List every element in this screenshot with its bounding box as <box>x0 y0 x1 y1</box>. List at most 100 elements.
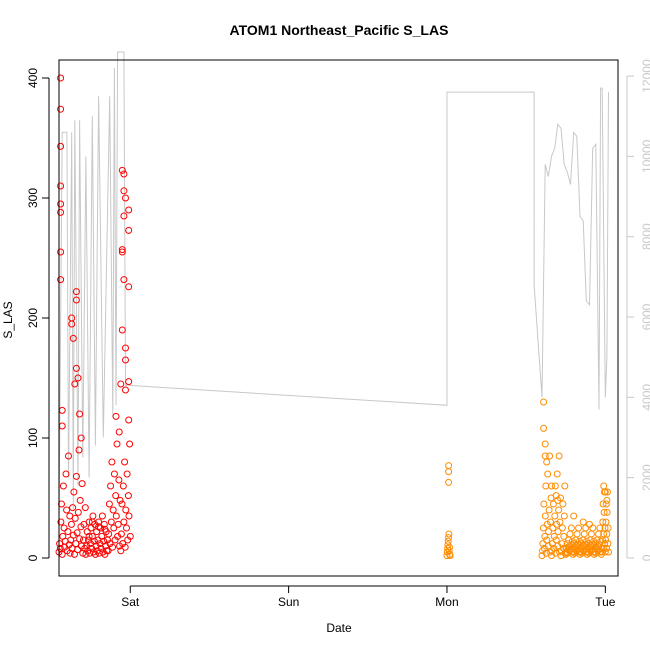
data-point <box>602 500 610 508</box>
data-point <box>90 537 98 545</box>
data-point <box>71 550 78 558</box>
chart-title: ATOM1 Northeast_Pacific S_LAS <box>230 22 449 38</box>
data-point <box>600 482 608 490</box>
data-point <box>94 536 102 544</box>
data-point <box>98 512 106 520</box>
data-point <box>126 440 134 448</box>
data-point <box>545 528 553 536</box>
data-point <box>122 344 129 352</box>
data-point <box>85 518 93 526</box>
data-point <box>540 424 548 432</box>
data-point <box>115 428 123 436</box>
data-point <box>125 206 133 214</box>
data-point <box>120 170 128 178</box>
data-point <box>96 540 104 548</box>
data-point <box>76 410 84 418</box>
data-point <box>552 536 560 544</box>
data-point <box>63 506 71 514</box>
data-point <box>57 518 65 526</box>
data-point <box>68 320 76 328</box>
data-point <box>121 543 129 551</box>
data-point <box>100 537 108 545</box>
data-point <box>541 532 549 540</box>
data-point <box>57 142 65 150</box>
data-point <box>605 548 612 556</box>
data-point <box>604 488 611 496</box>
data-point <box>108 458 116 466</box>
data-point <box>110 470 118 478</box>
data-point <box>118 166 126 174</box>
data-point <box>596 524 604 532</box>
axes-layer: 0100200300400020004000600080001000012000… <box>26 59 650 609</box>
data-point <box>567 524 575 532</box>
x-tick-label: Mon <box>435 595 458 609</box>
y2-tick-label: 2000 <box>640 464 650 491</box>
data-point <box>72 540 80 548</box>
data-point <box>122 386 129 394</box>
data-point <box>541 452 549 460</box>
data-point <box>118 326 126 334</box>
data-point <box>602 518 610 526</box>
data-point <box>78 480 86 488</box>
data-point <box>545 506 553 514</box>
secondary-series-line <box>58 51 609 526</box>
data-point <box>117 530 125 538</box>
data-point <box>445 534 453 542</box>
data-point <box>540 398 548 406</box>
data-point <box>549 500 557 508</box>
data-point <box>120 187 128 195</box>
data-point <box>575 524 583 532</box>
data-point <box>573 530 581 538</box>
data-point <box>552 492 560 500</box>
data-point <box>125 226 133 234</box>
data-point <box>125 378 133 386</box>
y-tick-label: 400 <box>26 68 40 88</box>
y2-tick-label: 12000 <box>640 59 650 93</box>
data-point <box>75 446 83 454</box>
y-tick-label: 0 <box>26 554 40 561</box>
data-point <box>580 530 588 538</box>
data-point <box>112 512 120 520</box>
data-point <box>76 535 84 543</box>
y2-tick-label: 8000 <box>640 223 650 250</box>
data-point <box>547 518 554 526</box>
data-point <box>100 520 108 528</box>
y-tick-label: 200 <box>26 308 40 328</box>
data-point <box>118 246 126 254</box>
y-tick-label: 100 <box>26 428 40 448</box>
data-point <box>120 518 128 526</box>
y2-tick-label: 10000 <box>640 139 650 173</box>
data-point <box>104 547 112 555</box>
plot-frame <box>58 59 619 577</box>
data-point <box>550 544 558 552</box>
data-point <box>122 194 129 202</box>
data-point <box>117 547 125 555</box>
data-point <box>109 543 116 551</box>
data-point <box>86 540 94 548</box>
data-point <box>123 470 131 478</box>
data-point <box>123 524 130 532</box>
data-point <box>601 548 609 556</box>
data-point <box>603 508 611 516</box>
data-point <box>599 544 607 552</box>
data-point <box>586 520 593 528</box>
data-point <box>105 530 113 538</box>
data-point <box>126 532 134 540</box>
data-point <box>603 544 611 552</box>
data-point <box>122 506 130 514</box>
data-point <box>57 74 65 82</box>
data-point <box>57 200 65 208</box>
data-point <box>558 540 566 548</box>
data-point <box>120 276 128 284</box>
data-point <box>122 356 129 364</box>
data-point <box>553 470 561 478</box>
data-point <box>542 482 550 490</box>
data-point <box>110 524 118 532</box>
y-tick-label: 300 <box>26 188 40 208</box>
data-point <box>551 512 559 520</box>
data-point <box>72 364 80 372</box>
data-point <box>554 496 562 504</box>
data-point <box>97 524 104 532</box>
data-point <box>57 248 65 256</box>
